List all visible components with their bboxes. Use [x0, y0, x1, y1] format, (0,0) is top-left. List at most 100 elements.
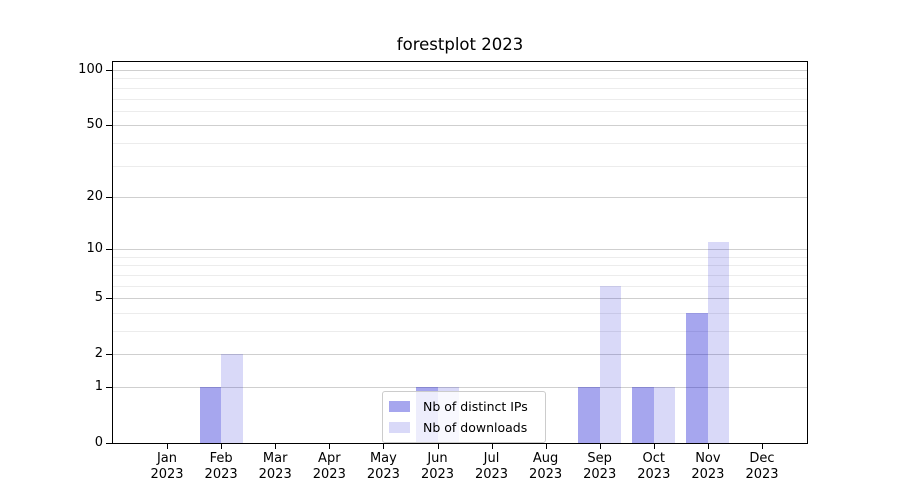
x-tick-mark: [167, 444, 168, 449]
bar-distinct-ips: [578, 387, 600, 443]
gridline-major: [113, 354, 807, 356]
x-tick-mark: [762, 444, 763, 449]
bar-downloads: [653, 387, 676, 443]
y-tick-mark: [106, 443, 112, 444]
x-tick-year: 2023: [258, 467, 292, 482]
x-tick-month: Aug: [532, 451, 559, 466]
gridline-major: [113, 298, 807, 300]
gridline-minor: [113, 142, 807, 144]
y-tick-label: 0: [94, 435, 103, 450]
y-tick-mark: [106, 387, 112, 388]
x-tick-year: 2023: [312, 467, 346, 482]
x-tick-year: 2023: [529, 467, 563, 482]
x-tick-month: Sep: [587, 451, 612, 466]
x-tick-label: Nov 2023: [678, 451, 738, 483]
y-tick-mark: [106, 196, 112, 198]
x-tick-label: Jun 2023: [408, 451, 468, 483]
legend: Nb of distinct IPs Nb of downloads: [382, 391, 546, 443]
y-tick-mark: [106, 354, 112, 356]
x-tick-label: Jan 2023: [137, 451, 197, 483]
y-tick-label: 1: [94, 379, 103, 394]
y-tick-mark: [106, 70, 112, 71]
legend-label: Nb of downloads: [423, 420, 528, 435]
bar-downloads: [221, 354, 243, 443]
gridline-major: [113, 70, 807, 71]
gridline-major: [113, 387, 807, 388]
x-tick-year: 2023: [745, 467, 779, 482]
x-tick-year: 2023: [366, 467, 400, 482]
x-tick-year: 2023: [637, 467, 671, 482]
x-tick-label: Oct 2023: [624, 451, 684, 483]
legend-item: Nb of downloads: [389, 417, 539, 438]
legend-item: Nb of distinct IPs: [389, 396, 539, 417]
x-tick-year: 2023: [204, 467, 238, 482]
x-tick-mark: [275, 444, 277, 449]
gridline-minor: [113, 87, 807, 89]
bar-downloads: [707, 242, 730, 443]
x-tick-label: Jul 2023: [462, 451, 522, 483]
x-tick-month: Dec: [749, 451, 775, 466]
x-tick-mark: [437, 444, 439, 449]
x-tick-month: Jan: [156, 451, 178, 466]
x-tick-month: Jul: [483, 451, 500, 466]
gridline-minor: [113, 265, 807, 267]
x-tick-month: Nov: [695, 451, 721, 466]
x-tick-label: Mar 2023: [245, 451, 305, 483]
x-tick-mark: [221, 444, 223, 449]
y-tick-mark: [106, 298, 112, 300]
x-tick-year: 2023: [583, 467, 617, 482]
gridline-minor: [113, 285, 807, 287]
x-tick-year: 2023: [474, 467, 509, 482]
x-tick-month: Mar: [262, 451, 288, 466]
gridline-minor: [113, 331, 807, 332]
y-tick-label: 50: [86, 117, 103, 133]
gridline-minor: [113, 165, 807, 167]
x-tick-month: Oct: [642, 451, 666, 466]
gridline-major: [113, 249, 807, 251]
gridline-major: [113, 125, 807, 127]
legend-swatch: [389, 401, 410, 412]
gridline-minor: [113, 110, 807, 112]
gridline-minor: [113, 256, 807, 258]
x-tick-label: Aug 2023: [516, 451, 576, 483]
x-tick-mark: [383, 444, 385, 449]
x-tick-mark: [707, 444, 709, 449]
x-tick-month: Apr: [318, 451, 341, 466]
x-tick-mark: [329, 444, 331, 449]
x-tick-mark: [599, 444, 601, 449]
x-tick-mark: [653, 444, 655, 449]
legend-swatch: [389, 422, 410, 433]
y-tick-label: 20: [86, 188, 103, 204]
x-tick-month: Feb: [209, 451, 233, 466]
bar-distinct-ips: [199, 387, 222, 443]
y-tick-label: 2: [94, 346, 103, 362]
gridline-minor: [113, 312, 807, 314]
x-tick-label: May 2023: [353, 451, 413, 483]
x-tick-year: 2023: [420, 467, 455, 482]
x-tick-label: Sep 2023: [570, 451, 630, 483]
x-tick-year: 2023: [150, 467, 184, 482]
legend-label: Nb of distinct IPs: [423, 399, 528, 414]
x-tick-label: Dec 2023: [732, 451, 792, 483]
gridline-major: [113, 196, 807, 198]
x-tick-mark: [545, 444, 547, 449]
y-tick-mark: [106, 125, 112, 127]
gridline-minor: [113, 78, 807, 80]
bar-distinct-ips: [686, 312, 708, 443]
y-tick-label: 5: [94, 290, 103, 306]
gridline-minor: [113, 274, 807, 276]
bar-distinct-ips: [632, 387, 654, 443]
x-tick-month: Jun: [427, 451, 448, 466]
x-tick-month: May: [369, 451, 397, 466]
x-tick-mark: [491, 444, 493, 449]
plot-area: Nb of distinct IPs Nb of downloads: [112, 61, 808, 444]
gridline-minor: [113, 98, 807, 100]
x-tick-label: Feb 2023: [191, 451, 251, 483]
bar-downloads: [599, 285, 622, 443]
x-tick-label: Apr 2023: [299, 451, 359, 483]
y-tick-mark: [106, 249, 112, 251]
x-tick-year: 2023: [691, 467, 725, 482]
chart-title: forestplot 2023: [396, 35, 524, 54]
y-tick-label: 10: [86, 241, 103, 257]
